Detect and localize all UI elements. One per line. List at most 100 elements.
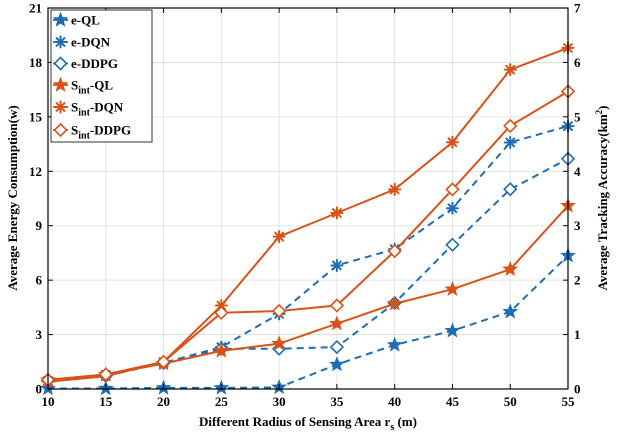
data-point-sint-ddpg [271,303,287,319]
data-point-sint-ql [328,315,345,331]
data-point-sint-ql [502,260,519,276]
x-tick-label: 15 [99,394,113,409]
data-point-e-ddpg [445,237,460,252]
x-axis-label-main: Different Radius of Sensing Area r [199,414,390,429]
data-point-e-dqn [330,258,344,272]
data-point-sint-ddpg [387,243,402,259]
legend-marker [53,122,68,138]
y-axis-label-left: Average Energy Consumption(w) [5,105,20,290]
y-axis-label-right-main: Average Tracking Accuracy(km [595,114,610,290]
legend-label: e-DQN [71,35,111,50]
data-point-sint-dqn [388,182,402,196]
data-point-sint-dqn [214,299,228,313]
data-point-sint-dqn [503,63,517,77]
y-right-tick-label: 6 [574,55,581,70]
y-left-tick-label: 9 [36,218,43,233]
data-point-sint-ql [386,295,403,311]
y-right-tick-label: 2 [574,273,581,288]
data-point-e-ddpg [503,182,518,197]
legend-entry: Sint-DQN [53,100,124,119]
data-point-e-dqn [503,135,517,149]
data-point-e-ql [328,356,345,372]
y-right-tick-label: 7 [574,1,581,16]
data-point-sint-ql [271,335,288,351]
y-axis-label-right-end: ) [595,105,610,109]
x-axis-label: Different Radius of Sensing Area rs (m) [199,414,417,433]
data-point-e-dqn [445,201,459,215]
legend-label-main: e-QL [71,13,100,28]
legend-label-sub: int [78,131,90,142]
legend-label-rest: -DDPG [90,123,131,138]
legend-entry: Sint-DDPG [53,123,131,142]
legend-label-main: S [71,123,78,138]
legend-label-main: e-DQN [71,35,111,50]
data-point-sint-ql [444,280,461,296]
legend-label: Sint-DQN [71,100,124,119]
x-tick-label: 50 [504,394,517,409]
legend-marker [53,56,68,71]
data-point-sint-dqn [272,230,286,244]
legend-marker [52,76,69,92]
legend-entry: e-QL [52,11,100,28]
x-tick-label: 30 [273,394,286,409]
y-left-tick-label: 6 [36,273,43,288]
x-tick-label: 25 [215,394,229,409]
data-point-sint-ddpg [214,305,229,320]
y-left-tick-label: 21 [29,1,42,16]
y-left-tick-label: 0 [36,382,43,397]
y-right-tick-label: 4 [574,164,581,179]
series-line-e-ql [48,254,569,390]
y-axis-label-right-sup: 2 [594,109,604,114]
series-line-sint-ddpg [47,90,569,381]
y-left-tick-label: 12 [29,164,42,179]
data-point-e-ql [444,322,461,338]
legend-marker [52,11,69,27]
legend-entry: Sint-QL [52,76,113,97]
legend-label-rest: -DQN [90,100,124,115]
y-left-tick-label: 15 [29,109,43,124]
legend-label: e-DDPG [71,56,118,71]
y-right-tick-label: 1 [574,327,581,342]
series-markers [40,41,576,396]
x-tick-label: 10 [42,394,55,409]
y-left-tick-label: 3 [36,327,43,342]
legend-entry: e-DDPG [53,56,118,71]
x-tick-label: 20 [157,394,170,409]
y-axis-label-right: Average Tracking Accuracy(km2) [594,105,610,290]
data-point-sint-ddpg [98,367,113,382]
data-point-sint-ddpg [156,354,171,369]
data-point-e-ql [386,336,403,352]
y-left-tick-label: 18 [29,55,43,70]
legend-entry: e-DQN [53,35,111,50]
x-tick-label: 55 [562,394,576,409]
legend-label: Sint-DDPG [71,123,131,142]
x-tick-label: 45 [446,394,460,409]
data-point-sint-ddpg [503,118,518,134]
legend-label-main: S [71,100,78,115]
data-point-sint-dqn [445,135,459,149]
data-point-sint-dqn [330,206,344,220]
legend-label-main: S [71,78,78,93]
x-tick-label: 40 [388,394,401,409]
x-axis-label-sub: s [390,422,394,433]
legend-label-main: e-DDPG [71,56,118,71]
legend-label: e-QL [71,13,100,28]
legend-label-sub: int [78,86,90,97]
y-right-tick-label: 3 [574,218,581,233]
data-point-e-ddpg [329,339,345,355]
plot-frame [47,7,569,390]
data-point-sint-ddpg [445,182,460,197]
legend-label-rest: -QL [90,78,113,93]
legend-label: Sint-QL [71,78,113,97]
data-point-sint-ql [213,342,230,358]
y-right-tick-label: 0 [574,382,581,397]
legend-marker [54,100,67,114]
legend-label-sub: int [78,108,90,119]
y-right-tick-label: 5 [574,109,581,124]
x-tick-label: 35 [330,394,344,409]
data-point-e-ql [502,303,519,319]
data-point-sint-ddpg [329,298,345,313]
legend-box [50,9,153,143]
